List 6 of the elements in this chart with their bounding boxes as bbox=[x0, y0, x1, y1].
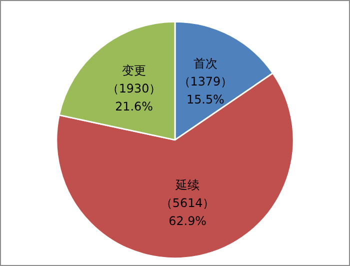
data-label: （1379） 15.5% bbox=[178, 74, 233, 106]
slice-label: 首次 bbox=[193, 56, 218, 71]
data-label: （1930） 21.6% bbox=[106, 81, 162, 114]
slice-label: 变更 bbox=[122, 64, 146, 78]
slice-label: 延续 bbox=[174, 178, 200, 192]
data-label: （5614） 62.9% bbox=[160, 196, 215, 228]
